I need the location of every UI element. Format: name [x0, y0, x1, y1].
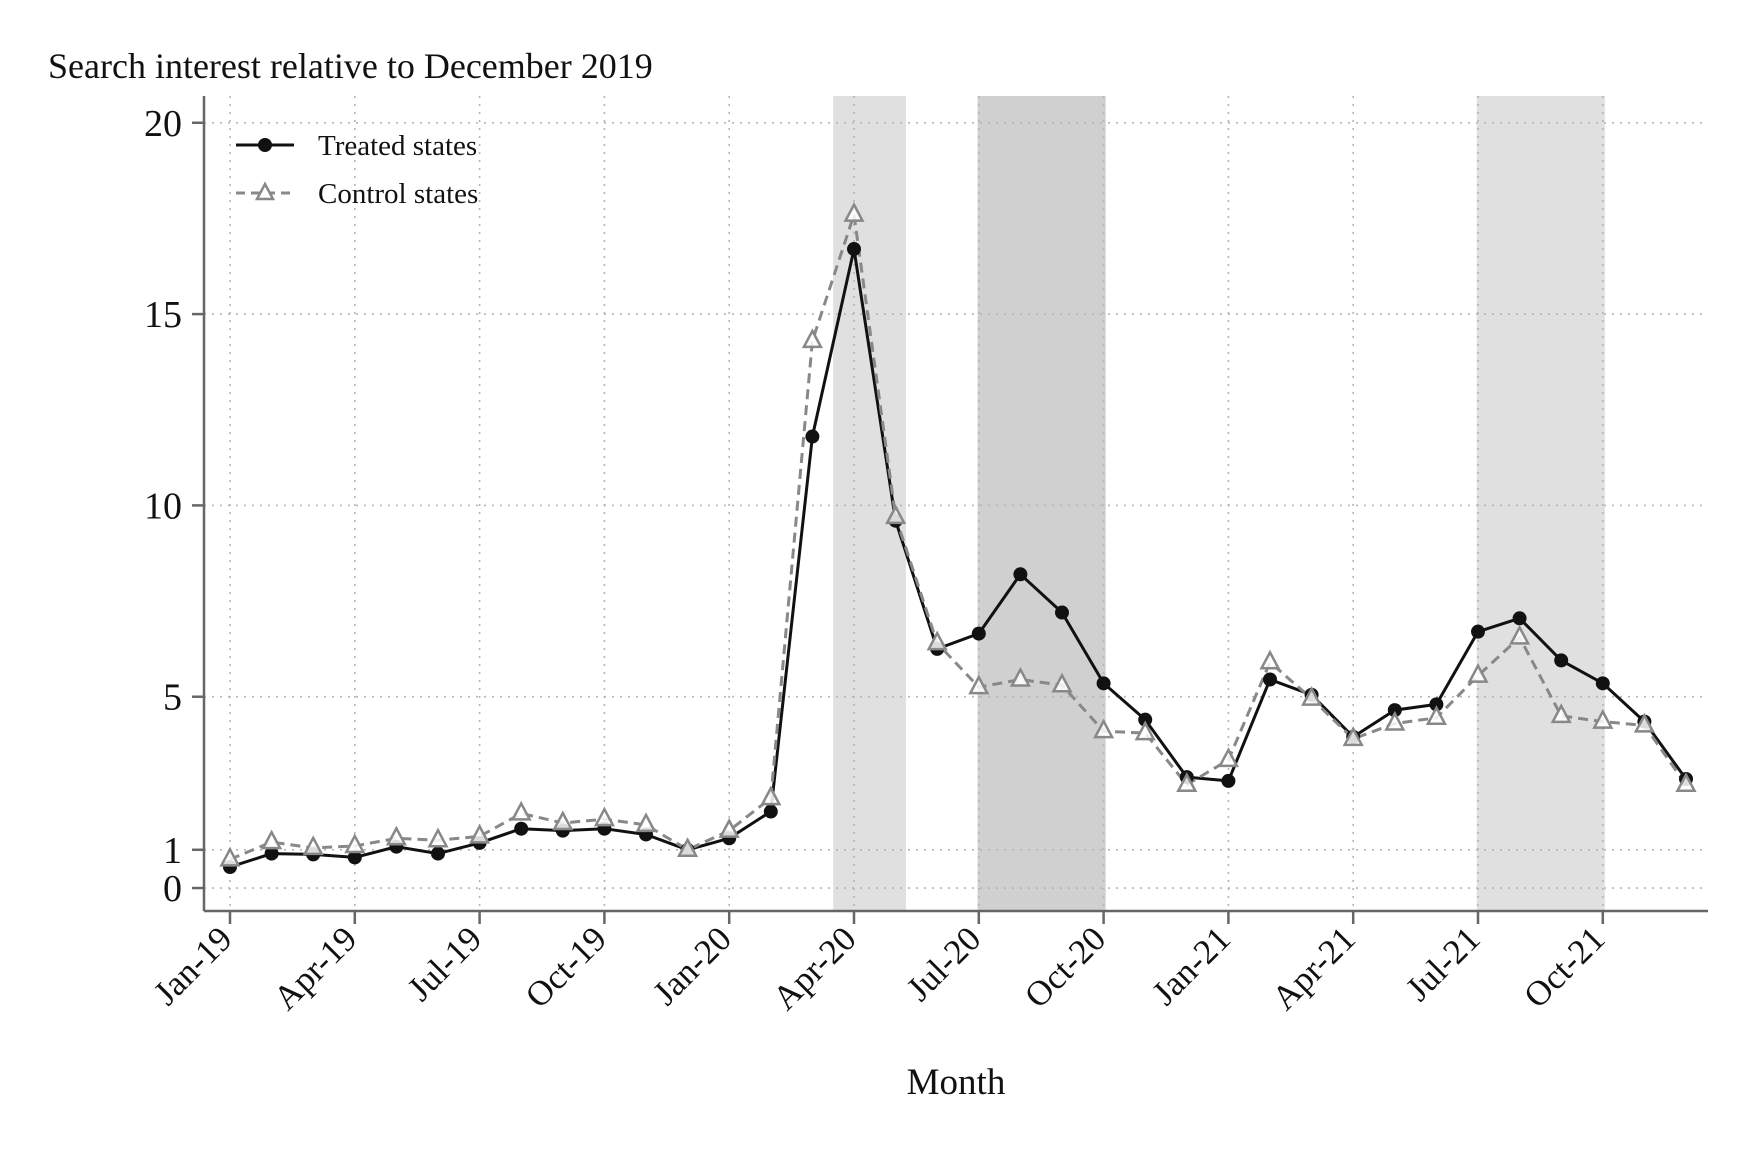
point-control-states-Sep-20: [1051, 672, 1073, 693]
point-treated-states-Jun-21: [1429, 697, 1444, 712]
grid-lines: [204, 96, 1708, 911]
legend: Treated states Control states: [236, 130, 478, 210]
x-tick-label-Jan-20: Jan-20: [645, 919, 739, 1013]
point-control-states-Feb-21: [1259, 649, 1281, 670]
point-treated-states-Nov-20: [1138, 712, 1153, 727]
point-control-states-Apr-19: [344, 833, 366, 854]
point-treated-states-Aug-21: [1512, 611, 1527, 626]
point-control-states-Nov-21: [1633, 712, 1655, 733]
legend-marker-treated: [258, 138, 272, 152]
y-tick-label-5: 5: [163, 677, 182, 719]
point-control-states-Mar-21: [1301, 685, 1323, 706]
point-treated-states-Aug-19: [514, 821, 529, 836]
x-tick-label-Jan-19: Jan-19: [146, 919, 240, 1013]
shaded-regions: [833, 96, 1605, 911]
x-tick-label-Apr-19: Apr-19: [266, 919, 365, 1018]
point-control-states-Aug-19: [510, 800, 532, 821]
point-control-states-Feb-19: [261, 829, 283, 850]
x-tick-label-Oct-21: Oct-21: [1516, 919, 1612, 1015]
point-control-states-Jun-20: [926, 630, 948, 651]
y-tick-label-1: 1: [163, 830, 182, 872]
legend-marker-control: [254, 181, 276, 201]
point-control-states-Oct-21: [1592, 708, 1614, 729]
data-series: [219, 201, 1697, 874]
point-control-states-Dec-19: [677, 837, 699, 858]
point-control-states-Jan-20: [718, 817, 740, 838]
shaded-region-2: [977, 96, 1106, 911]
point-control-states-Jun-21: [1425, 705, 1447, 726]
point-control-states-Jul-21: [1467, 663, 1489, 683]
point-treated-states-Apr-20: [847, 242, 861, 257]
point-control-states-Jul-19: [469, 823, 491, 844]
point-treated-states-Feb-19: [264, 846, 279, 861]
x-tick-label-Jul-19: Jul-19: [400, 919, 489, 1008]
point-control-states-Dec-20: [1176, 772, 1198, 792]
point-treated-states-Jul-20: [971, 626, 986, 641]
series-line-control-states: [229, 213, 1688, 861]
y-tick-label-10: 10: [144, 485, 182, 527]
point-control-states-Apr-20: [843, 201, 865, 222]
point-control-states-Jan-19: [219, 846, 241, 867]
point-control-states-Sep-21: [1550, 703, 1572, 724]
point-control-states-Mar-19: [302, 835, 324, 856]
point-treated-states-Feb-20: [763, 804, 778, 819]
point-control-states-Oct-20: [1093, 718, 1115, 739]
point-control-states-Feb-20: [760, 785, 782, 806]
point-treated-states-May-21: [1387, 703, 1402, 718]
point-treated-states-Sep-21: [1554, 653, 1569, 668]
point-treated-states-Mar-20: [805, 429, 820, 444]
point-treated-states-Feb-21: [1263, 672, 1277, 687]
point-control-states-May-20: [885, 504, 907, 525]
point-control-states-Nov-19: [635, 812, 657, 833]
point-control-states-Apr-21: [1342, 726, 1364, 747]
y-tick-label-15: 15: [144, 294, 182, 336]
point-control-states-Nov-20: [1134, 720, 1156, 741]
shaded-region-3: [1476, 96, 1605, 911]
x-tick-label-Jul-20: Jul-20: [899, 919, 988, 1008]
point-control-states-Mar-20: [801, 328, 823, 349]
point-treated-states-Jun-19: [431, 846, 445, 861]
point-control-states-Dec-21: [1675, 772, 1697, 792]
legend-label-control: Control states: [318, 178, 478, 210]
point-treated-states-Jul-21: [1471, 624, 1485, 639]
point-treated-states-Jan-21: [1221, 773, 1236, 788]
x-axis-title: Month: [907, 1062, 1006, 1103]
point-control-states-Jun-19: [427, 827, 449, 848]
point-treated-states-Oct-21: [1595, 676, 1610, 691]
point-control-states-Aug-21: [1509, 624, 1531, 645]
x-tick-label-Oct-20: Oct-20: [1017, 919, 1113, 1015]
legend-label-treated: Treated states: [318, 130, 477, 162]
x-tick-label-Jan-21: Jan-21: [1144, 919, 1238, 1013]
x-tick-label-Apr-20: Apr-20: [765, 919, 864, 1018]
point-control-states-Aug-20: [1009, 666, 1031, 687]
x-tick-label-Apr-21: Apr-21: [1264, 919, 1363, 1018]
y-tick-label-20: 20: [144, 103, 182, 145]
x-tick-label-Jul-21: Jul-21: [1398, 919, 1487, 1008]
point-control-states-Jan-21: [1217, 747, 1239, 768]
chart-title: Search interest relative to December 201…: [48, 46, 653, 86]
point-control-states-Oct-19: [593, 806, 615, 827]
point-treated-states-Sep-20: [1055, 605, 1069, 620]
point-treated-states-Oct-20: [1096, 676, 1111, 691]
point-control-states-Sep-19: [552, 810, 574, 831]
point-treated-states-Aug-20: [1013, 567, 1028, 582]
point-treated-states-Apr-19: [347, 850, 362, 865]
point-control-states-May-21: [1384, 710, 1406, 731]
x-tick-label-Oct-19: Oct-19: [518, 919, 614, 1015]
point-control-states-May-19: [385, 825, 407, 846]
point-control-states-Jul-20: [968, 674, 990, 695]
y-tick-label-0: 0: [163, 868, 182, 910]
series-line-treated-states: [229, 247, 1688, 869]
